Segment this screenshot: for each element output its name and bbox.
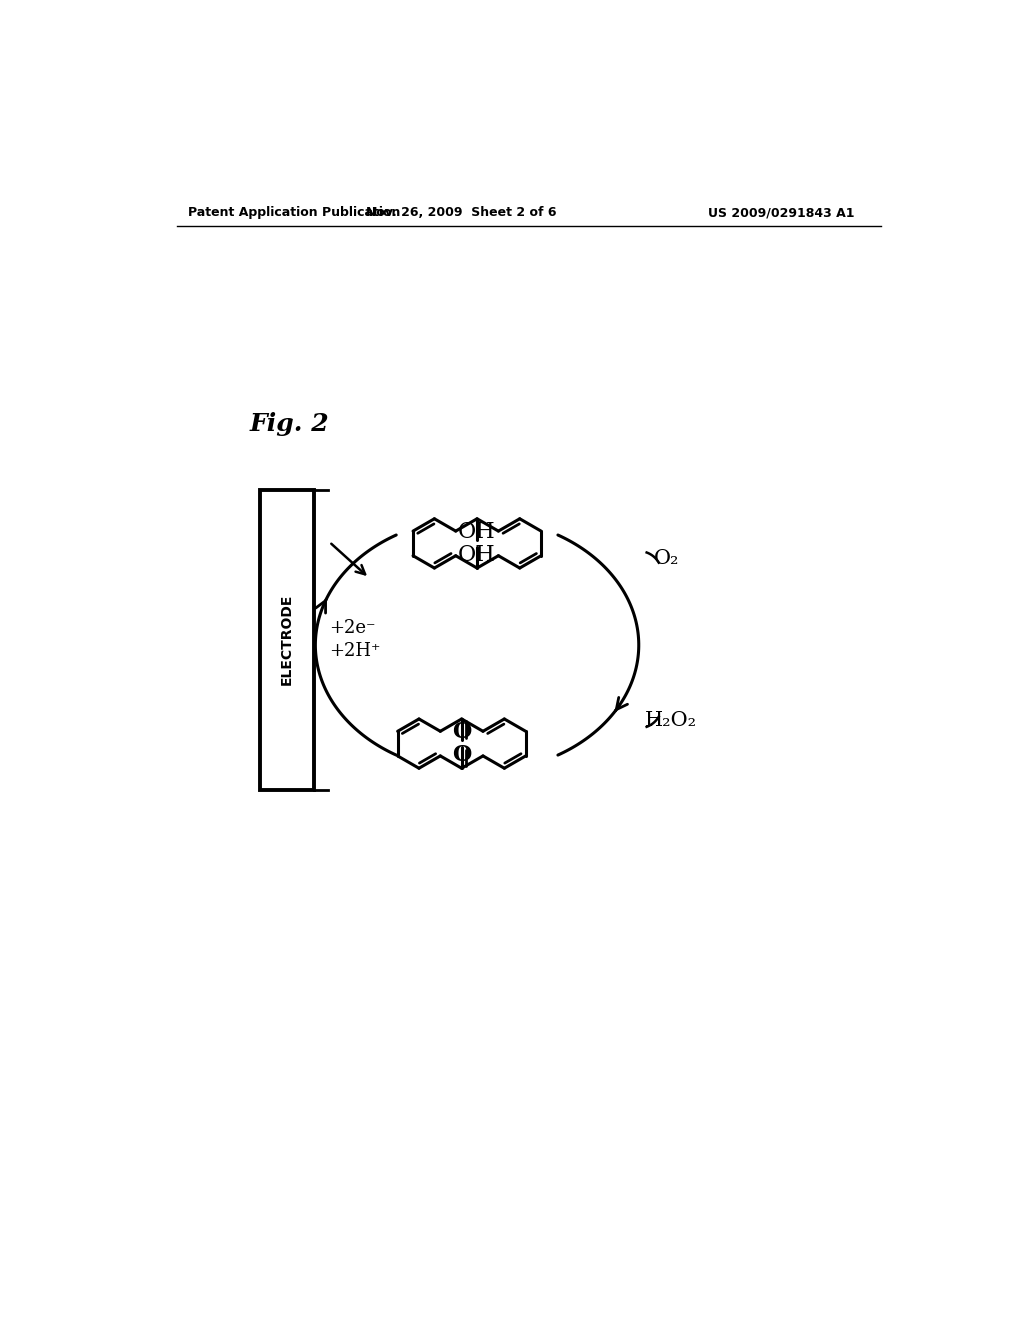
Text: OH: OH [458,544,496,565]
Text: Patent Application Publication: Patent Application Publication [188,206,400,219]
Text: OH: OH [458,521,496,544]
Text: O₂: O₂ [654,549,680,569]
Text: +2H⁺: +2H⁺ [330,643,381,660]
Text: +2e⁻: +2e⁻ [330,619,376,638]
Text: Nov. 26, 2009  Sheet 2 of 6: Nov. 26, 2009 Sheet 2 of 6 [367,206,557,219]
Text: US 2009/0291843 A1: US 2009/0291843 A1 [708,206,855,219]
Bar [260,490,313,789]
Text: O: O [452,722,471,743]
Text: H₂O₂: H₂O₂ [645,711,697,730]
Text: Fig. 2: Fig. 2 [250,412,330,437]
Text: ELECTRODE: ELECTRODE [280,594,294,685]
Text: O: O [452,743,471,766]
